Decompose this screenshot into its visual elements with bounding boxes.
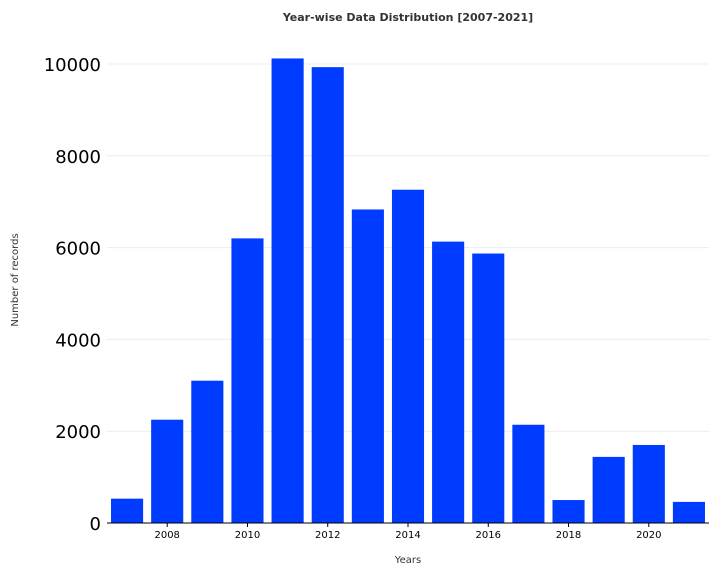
y-tick-label: 8000 — [55, 147, 101, 168]
y-tick-label: 2000 — [55, 422, 101, 443]
bar-2012 — [311, 67, 344, 523]
bar-2009 — [191, 380, 224, 523]
bar-2011 — [271, 58, 304, 523]
y-tick-label: 0 — [90, 514, 101, 535]
chart-title: Year-wise Data Distribution [2007-2021] — [282, 11, 533, 24]
bar-2018 — [552, 500, 585, 523]
bar-2015 — [432, 241, 465, 523]
x-tick-label: 2010 — [235, 530, 260, 541]
bar-2019 — [592, 456, 625, 523]
x-tick-label: 2008 — [154, 530, 179, 541]
x-tick-label: 2020 — [636, 530, 661, 541]
x-tick-label: 2012 — [315, 530, 340, 541]
y-tick-label: 4000 — [55, 330, 101, 351]
bar-2021 — [672, 501, 705, 523]
y-tick-label: 10000 — [44, 55, 101, 76]
x-tick-label: 2018 — [556, 530, 581, 541]
bar-2007 — [111, 498, 144, 523]
bar-2008 — [151, 419, 184, 523]
y-axis-label: Number of records — [10, 233, 21, 326]
bar-2016 — [472, 253, 505, 523]
y-tick-label: 6000 — [55, 239, 101, 260]
x-tick-label: 2014 — [395, 530, 420, 541]
bar-2013 — [351, 209, 384, 524]
bar-2014 — [391, 189, 425, 523]
x-tick-labels: 2008 2010 2012 2014 2016 2018 2020 — [154, 523, 662, 541]
x-axis-label: Years — [394, 555, 421, 566]
bar-2020 — [632, 444, 665, 523]
bar-2017 — [512, 424, 545, 523]
bars — [111, 58, 705, 524]
x-tick-label: 2016 — [476, 530, 501, 541]
y-tick-labels: 0 2000 4000 6000 8000 10000 — [44, 55, 101, 535]
bar-2010 — [231, 238, 264, 523]
